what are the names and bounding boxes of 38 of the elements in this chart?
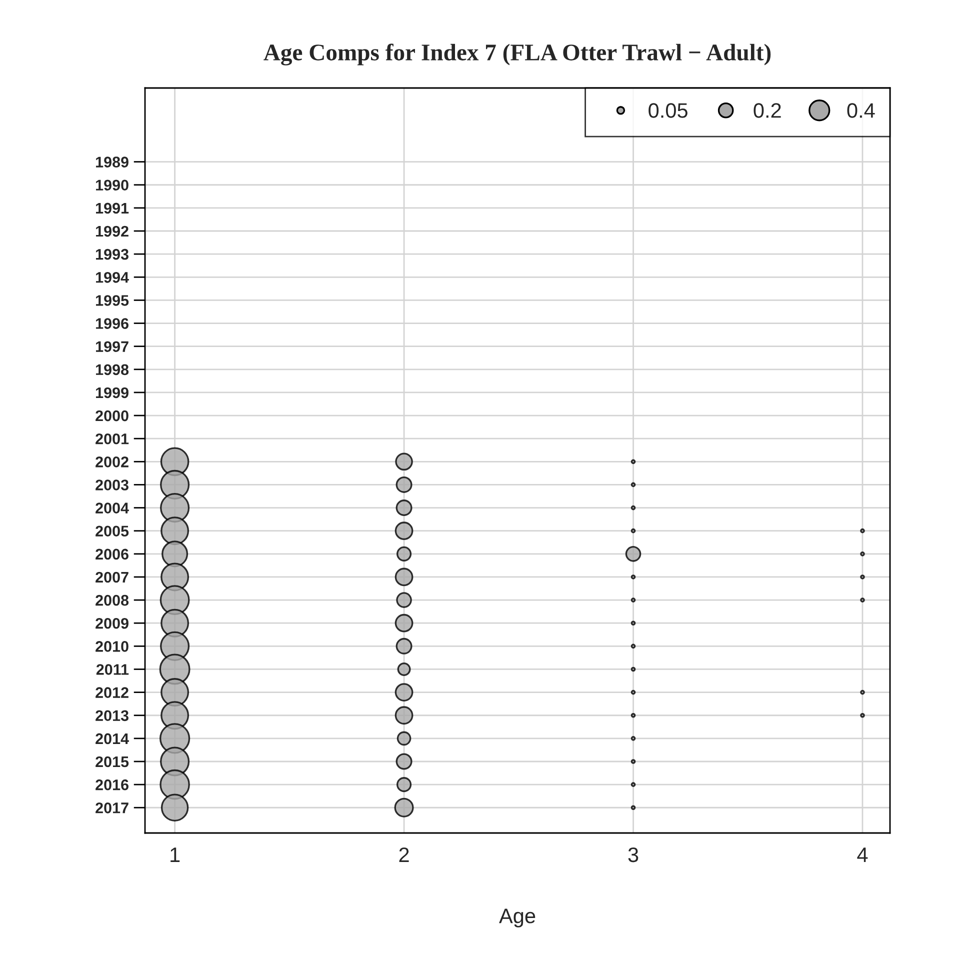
y-tick-label: 1992 [96, 226, 128, 237]
y-tick-label: 2002 [96, 456, 128, 468]
y-tick-label: 1993 [96, 248, 128, 260]
y-tick-label: 1996 [96, 318, 128, 329]
y-tick-label: 2000 [96, 410, 128, 422]
y-tick-label: 2013 [96, 710, 128, 722]
y-tick-label: 1999 [96, 387, 128, 398]
y-tick-label: 1998 [96, 364, 129, 376]
y-tick-label: 2014 [96, 733, 129, 744]
legend-label: 0.4 [847, 103, 875, 118]
y-tick-label: 2006 [96, 548, 128, 560]
legend-label: 0.2 [754, 103, 781, 118]
y-tick-label: 1989 [96, 156, 128, 168]
y-tick-label: 2007 [96, 572, 128, 583]
y-tick-label: 2010 [96, 641, 128, 652]
y-tick-label: 2003 [96, 480, 128, 490]
y-tick-label: 1994 [96, 272, 129, 283]
y-tick-label: 2016 [96, 779, 128, 790]
legend-label: 0.05 [648, 103, 688, 118]
x-tick-label: 2 [399, 847, 409, 862]
y-tick-label: 1997 [96, 341, 128, 352]
y-tick-label: 2004 [96, 502, 129, 514]
y-tick-label: 1990 [96, 180, 128, 191]
y-tick-label: 2012 [96, 687, 128, 698]
y-tick-label: 2001 [96, 433, 129, 444]
chart-title: Age Comps for Index 7 (FLA Otter Trawl − Adult) [264, 44, 771, 66]
y-tick-label: 2008 [96, 594, 129, 606]
x-tick-label: 3 [628, 847, 638, 862]
y-tick-label: 1991 [96, 202, 129, 214]
y-tick-label: 2015 [96, 756, 129, 768]
x-tick-label: 1 [170, 848, 180, 862]
y-tick-label: 2005 [96, 526, 129, 537]
x-tick-label: 4 [857, 848, 868, 862]
y-tick-label: 2011 [96, 664, 129, 675]
y-tick-label: 2017 [96, 802, 128, 814]
y-tick-label: 2009 [96, 618, 128, 629]
y-tick-label: 1995 [96, 295, 129, 306]
x-axis-title: Age [499, 908, 536, 928]
